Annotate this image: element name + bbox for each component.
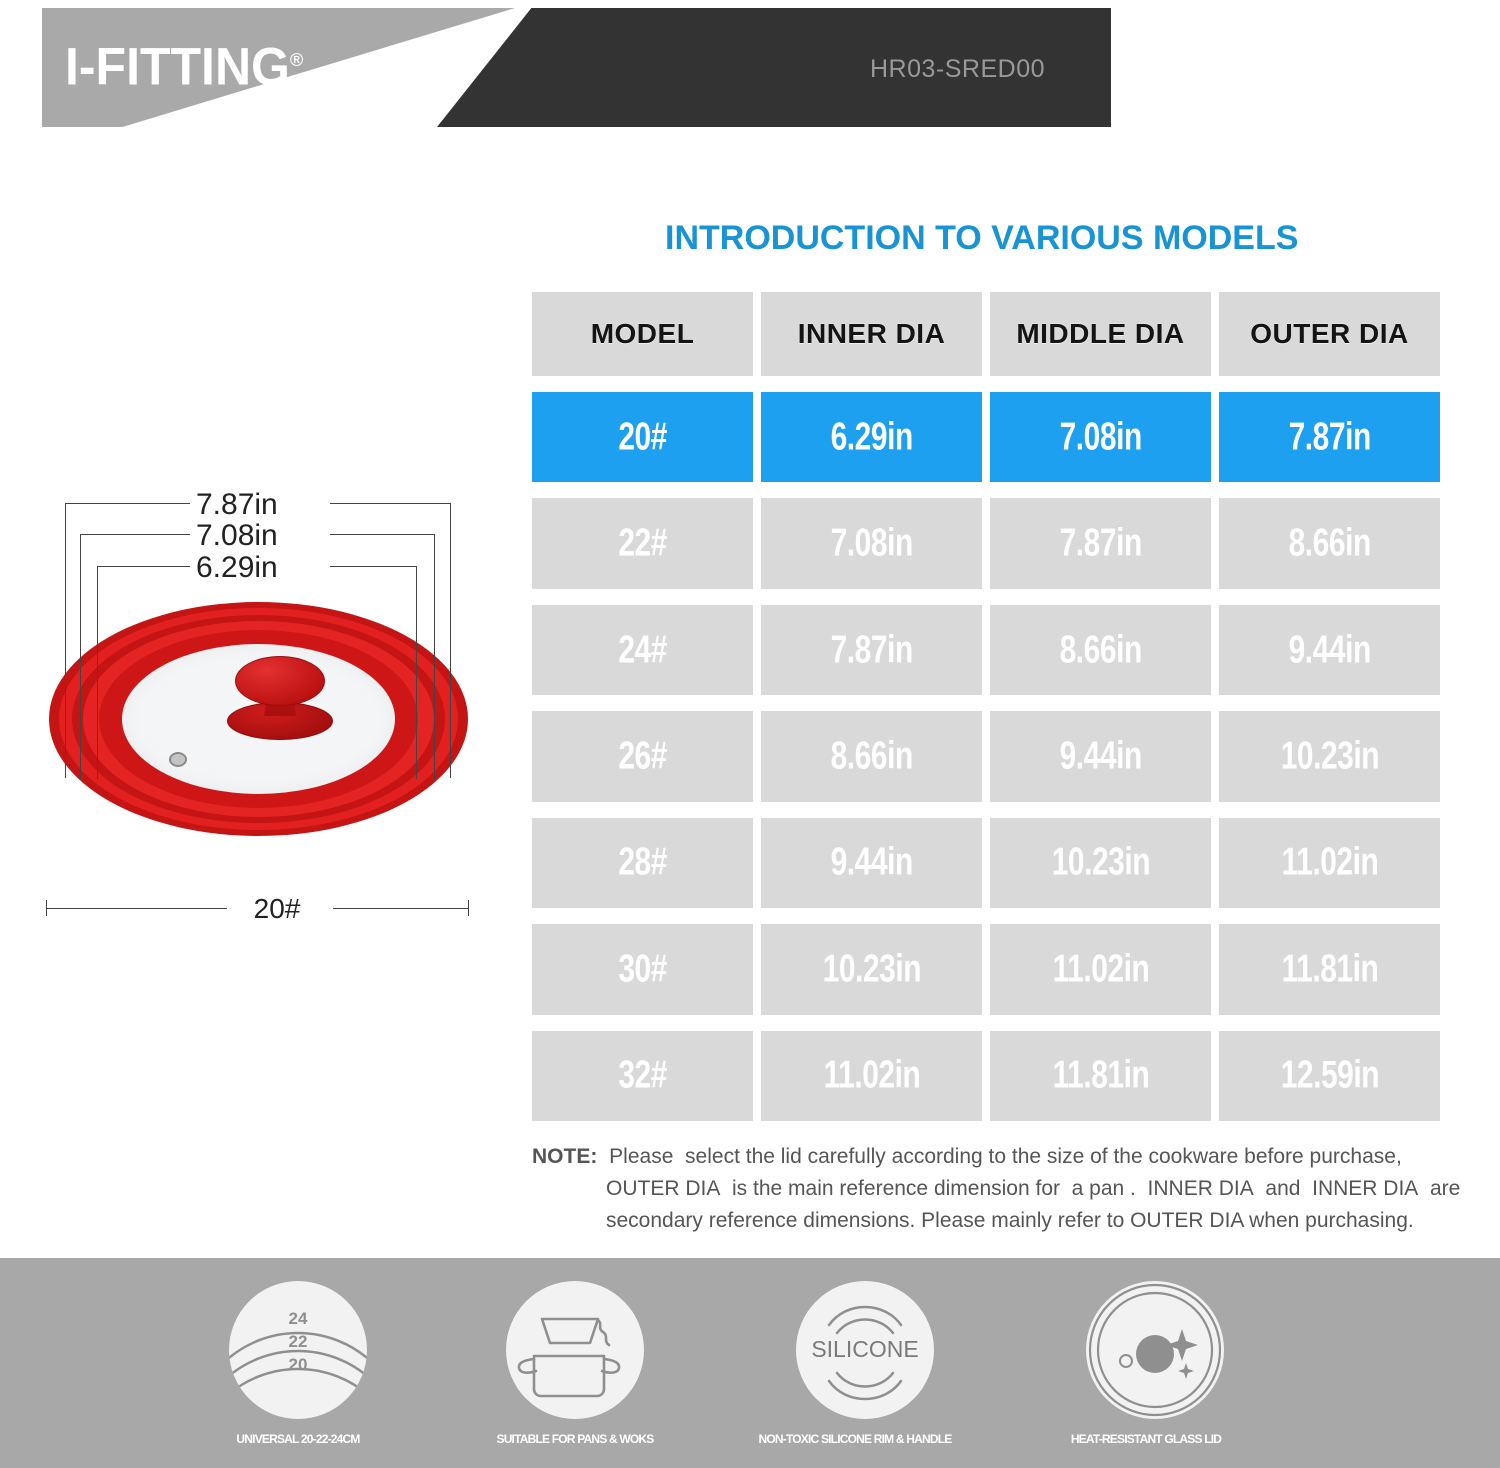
svg-text:SILICONE: SILICONE bbox=[811, 1336, 918, 1362]
